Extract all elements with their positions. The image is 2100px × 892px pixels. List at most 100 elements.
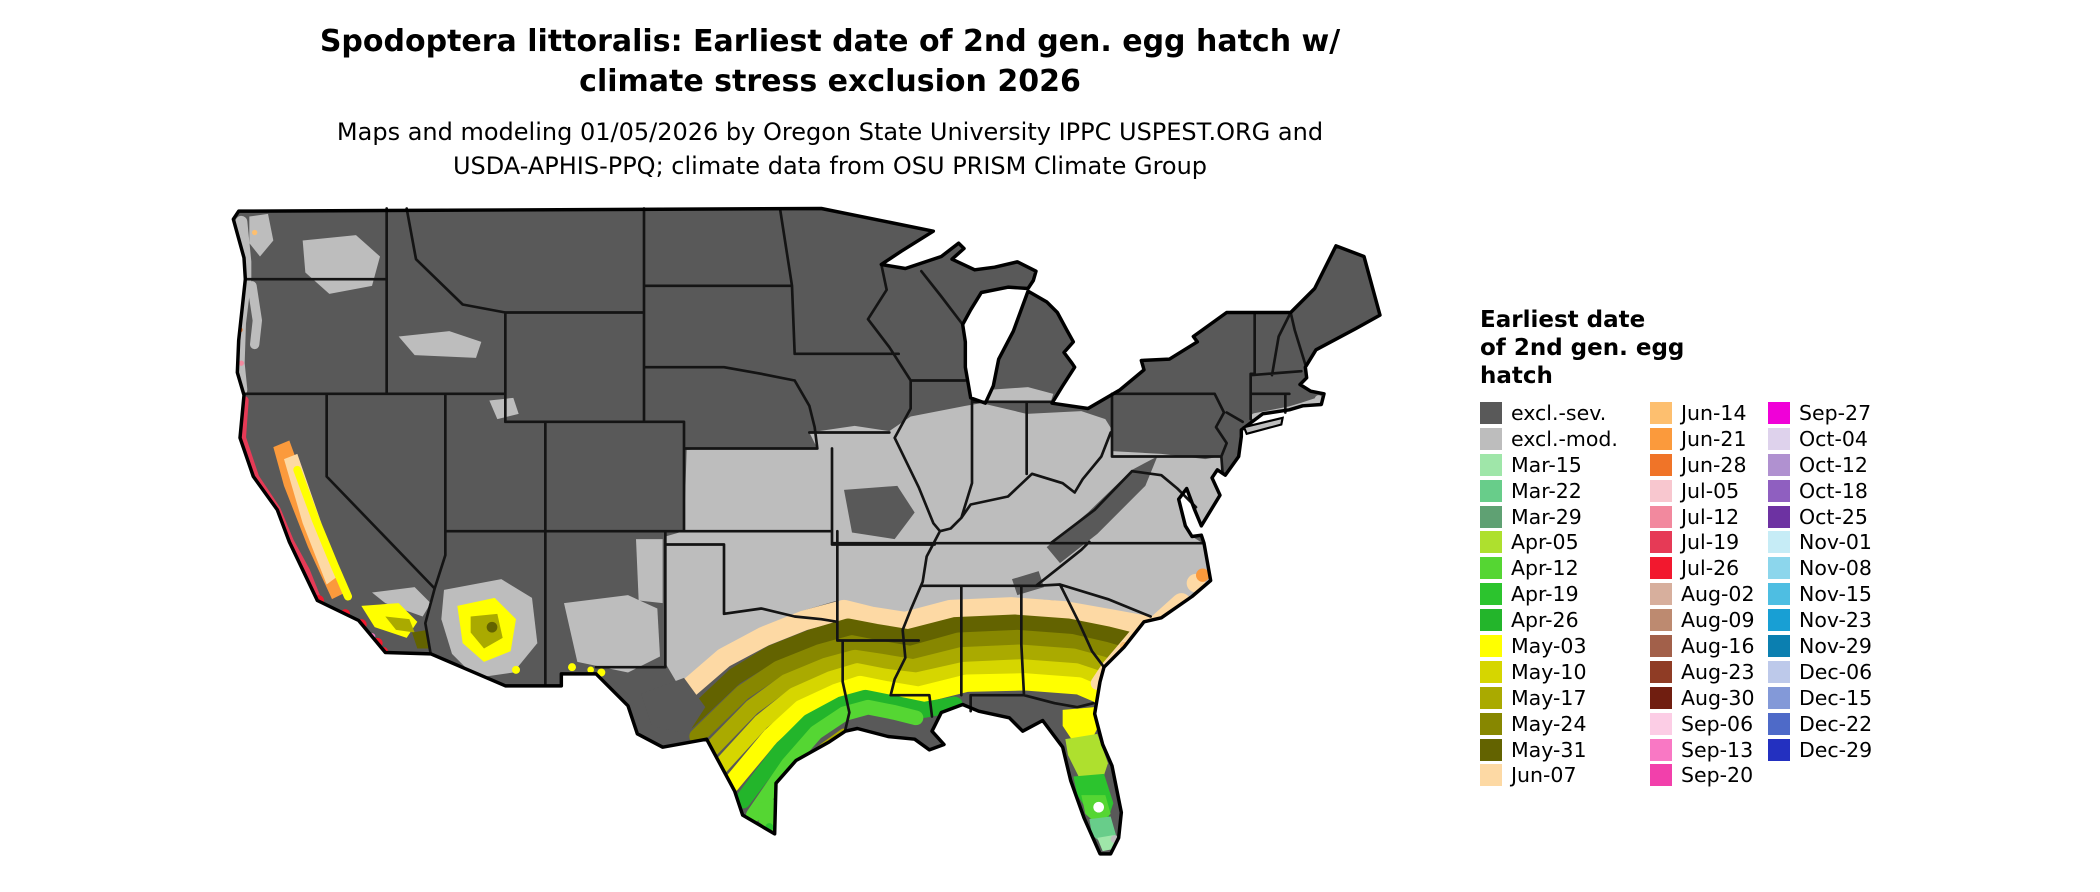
legend-row: Sep-27 — [1768, 400, 1908, 426]
legend-swatch — [1480, 660, 1502, 683]
legend-label: excl.-sev. — [1511, 400, 1607, 425]
legend-swatch — [1768, 634, 1790, 657]
legend-row: Jul-05 — [1650, 478, 1768, 504]
map-subtitle: Maps and modeling 01/05/2026 by Oregon S… — [0, 115, 1660, 183]
legend-title-line-2: of 2nd gen. egg — [1480, 335, 1685, 362]
legend-label: Dec-06 — [1799, 659, 1873, 684]
legend-label: Oct-12 — [1799, 452, 1868, 477]
us-map-svg — [231, 206, 1382, 856]
legend-row: Dec-15 — [1768, 685, 1908, 711]
legend-swatch — [1480, 634, 1502, 657]
subtitle-line-2: USDA-APHIS-PPQ; climate data from OSU PR… — [452, 152, 1208, 181]
legend-swatch — [1768, 557, 1790, 580]
legend-row: May-10 — [1480, 659, 1650, 685]
legend-swatch — [1650, 738, 1672, 761]
legend-row: Jul-26 — [1650, 555, 1768, 581]
legend-column-1: excl.-sev. excl.-mod. Mar-15 Mar-22 Mar-29 Ap… — [1480, 400, 1650, 788]
legend-swatch — [1480, 557, 1502, 580]
legend-label: Nov-23 — [1799, 608, 1872, 633]
legend-label: Jul-12 — [1681, 504, 1740, 529]
legend-row: Apr-26 — [1480, 607, 1650, 633]
legend-swatch — [1650, 712, 1672, 735]
legend-row: Mar-29 — [1480, 504, 1650, 530]
legend-label: Aug-30 — [1681, 685, 1755, 710]
legend-swatch — [1768, 738, 1790, 761]
legend-label: Dec-15 — [1799, 685, 1873, 710]
legend-label: Aug-09 — [1681, 608, 1755, 633]
legend-swatch — [1768, 453, 1790, 476]
legend-label: May-03 — [1511, 633, 1587, 658]
legend-swatch — [1650, 505, 1672, 528]
legend-label: Mar-15 — [1511, 452, 1582, 477]
legend-label: Nov-29 — [1799, 633, 1872, 658]
legend-row: Dec-22 — [1768, 711, 1908, 737]
legend-row: excl.-mod. — [1480, 426, 1650, 452]
legend-row: Apr-19 — [1480, 581, 1650, 607]
legend-label: Nov-08 — [1799, 556, 1872, 581]
map-title: Spodoptera littoralis: Earliest date of … — [0, 22, 1660, 101]
legend-label: Sep-06 — [1681, 711, 1754, 736]
us-map — [228, 203, 1388, 866]
legend-row: Jun-14 — [1650, 400, 1768, 426]
legend-swatch — [1480, 453, 1502, 476]
legend-swatch — [1768, 531, 1790, 554]
legend-label: Nov-15 — [1799, 582, 1872, 607]
legend-swatch — [1480, 609, 1502, 632]
legend-row: Sep-20 — [1650, 762, 1768, 788]
legend-label: May-17 — [1511, 685, 1587, 710]
legend-label: Aug-23 — [1681, 659, 1755, 684]
legend-label: Jun-14 — [1681, 400, 1747, 425]
legend-swatch — [1480, 583, 1502, 606]
legend-swatch — [1768, 686, 1790, 709]
legend-swatch — [1650, 634, 1672, 657]
legend-swatch — [1768, 660, 1790, 683]
legend-label: Sep-20 — [1681, 763, 1754, 788]
legend-swatch — [1768, 427, 1790, 450]
legend-swatch — [1768, 505, 1790, 528]
legend-label: Dec-29 — [1799, 737, 1873, 762]
legend-label: May-24 — [1511, 711, 1587, 736]
legend-row: Mar-22 — [1480, 478, 1650, 504]
legend-swatch — [1650, 609, 1672, 632]
legend-swatch — [1480, 505, 1502, 528]
legend-row: Nov-08 — [1768, 555, 1908, 581]
legend-swatch — [1768, 609, 1790, 632]
legend-row: Mar-15 — [1480, 452, 1650, 478]
legend-label: May-10 — [1511, 659, 1587, 684]
legend-swatch — [1650, 764, 1672, 787]
legend-swatch — [1480, 531, 1502, 554]
legend-row: Jun-21 — [1650, 426, 1768, 452]
legend-label: excl.-mod. — [1511, 426, 1618, 451]
legend-row: Jun-07 — [1480, 762, 1650, 788]
legend-swatch — [1650, 583, 1672, 606]
legend-swatch — [1480, 712, 1502, 735]
legend-label: Apr-05 — [1511, 530, 1579, 555]
legend-row: excl.-sev. — [1480, 400, 1650, 426]
legend-row: May-17 — [1480, 685, 1650, 711]
legend-row: Oct-18 — [1768, 478, 1908, 504]
legend-title-line-3: hatch — [1480, 363, 1553, 390]
legend-swatch — [1480, 738, 1502, 761]
legend-title-line-1: Earliest date — [1480, 307, 1646, 333]
legend-row: Apr-12 — [1480, 555, 1650, 581]
title-line-2: climate stress exclusion 2026 — [579, 63, 1081, 99]
legend-label: Dec-22 — [1799, 711, 1873, 736]
legend-label: Oct-25 — [1799, 504, 1868, 529]
legend-swatch — [1650, 401, 1672, 424]
legend-row: Oct-12 — [1768, 452, 1908, 478]
legend-swatch — [1768, 583, 1790, 606]
legend-label: Apr-12 — [1511, 556, 1579, 581]
legend-label: Jul-26 — [1681, 556, 1740, 581]
legend-columns: excl.-sev. excl.-mod. Mar-15 Mar-22 Mar-29 Ap… — [1480, 400, 1908, 788]
legend-row: Nov-23 — [1768, 607, 1908, 633]
legend-row: May-03 — [1480, 633, 1650, 659]
legend-swatch — [1650, 557, 1672, 580]
legend-row: Aug-30 — [1650, 685, 1768, 711]
legend-swatch — [1650, 427, 1672, 450]
legend-swatch — [1650, 479, 1672, 502]
legend-row: Dec-06 — [1768, 659, 1908, 685]
legend-row: Jun-28 — [1650, 452, 1768, 478]
legend-label: Jun-21 — [1681, 426, 1747, 451]
legend-row: Nov-01 — [1768, 529, 1908, 555]
